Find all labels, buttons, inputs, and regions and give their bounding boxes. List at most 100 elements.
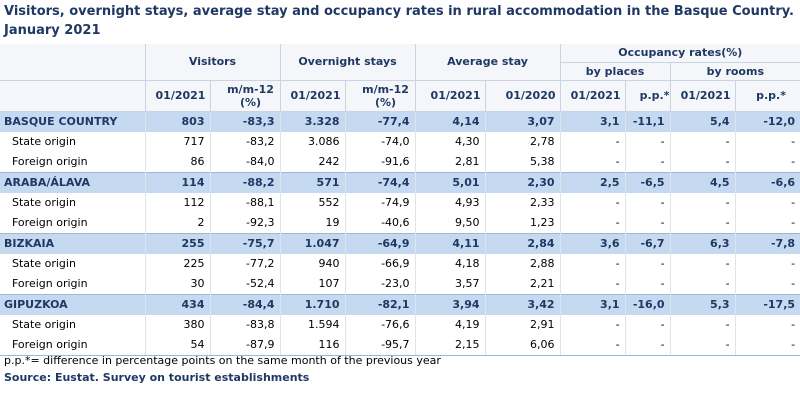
cell: - xyxy=(624,334,671,356)
cell: - xyxy=(669,314,736,335)
cell: 2,84 xyxy=(484,232,561,254)
cell: 54 xyxy=(144,334,210,356)
column-header: 01/2021 xyxy=(669,80,736,112)
cell: 571 xyxy=(279,171,346,193)
cell: - xyxy=(669,212,736,233)
cell: 30 xyxy=(144,273,210,294)
column-header-text: 01/2021 xyxy=(155,89,206,102)
cell: 2,78 xyxy=(484,131,561,152)
row-label: BIZKAIA xyxy=(0,232,145,254)
cell: - xyxy=(669,253,736,274)
cell: 1.710 xyxy=(279,293,346,315)
cell: - xyxy=(559,253,626,274)
cell: -40,6 xyxy=(344,212,416,233)
cell: - xyxy=(669,151,736,172)
cell: - xyxy=(559,131,626,152)
cell: 1.047 xyxy=(279,232,346,254)
cell: - xyxy=(734,212,800,233)
cell: 6,3 xyxy=(669,232,736,254)
cell: 5,3 xyxy=(669,293,736,315)
cell: - xyxy=(624,273,671,294)
sub-header: by rooms xyxy=(669,62,800,81)
column-header: m/m-12 (%) xyxy=(344,80,416,112)
cell: 717 xyxy=(144,131,210,152)
row-label: BASQUE COUNTRY xyxy=(0,110,145,132)
cell: 1,23 xyxy=(484,212,561,233)
cell: 114 xyxy=(144,171,210,193)
cell: 1.594 xyxy=(279,314,346,335)
row-label: State origin xyxy=(12,318,76,331)
row-label: State origin xyxy=(12,257,76,270)
cell: - xyxy=(734,151,800,172)
cell: 803 xyxy=(144,110,210,132)
cell: 2,30 xyxy=(484,171,561,193)
cell: - xyxy=(734,192,800,213)
column-header-text: p.p.* xyxy=(639,89,670,102)
region-row: BIZKAIA 255 -75,7 1.047 -64,9 4,11 2,84 3,6 -6,7… xyxy=(0,232,800,254)
cell: -88,2 xyxy=(209,171,281,193)
cell: -23,0 xyxy=(344,273,416,294)
cell: 4,30 xyxy=(414,131,486,152)
column-header-text: m/m-12 (%) xyxy=(227,82,274,109)
group-header: Average stay xyxy=(414,44,561,81)
cell: 2,88 xyxy=(484,253,561,274)
cell: - xyxy=(669,192,736,213)
cell: 6,06 xyxy=(484,334,561,356)
source: Source: Eustat. Survey on tourist establ… xyxy=(4,371,310,384)
column-header-text: 01/2021 xyxy=(290,89,341,102)
cell: 225 xyxy=(144,253,210,274)
cell: - xyxy=(734,273,800,294)
group-header: Occupancy rates(%) xyxy=(559,44,800,63)
cell: 4,18 xyxy=(414,253,486,274)
cell: 4,5 xyxy=(669,171,736,193)
column-header-text: 01/2021 xyxy=(570,89,621,102)
cell: - xyxy=(559,334,626,356)
row: Foreign origin 54 -87,9 116 -95,7 2,15 6,06- - -… xyxy=(0,334,800,356)
cell: - xyxy=(734,314,800,335)
cell: 2,33 xyxy=(484,192,561,213)
cell: 380 xyxy=(144,314,210,335)
row-label: GIPUZKOA xyxy=(0,293,145,315)
cell: - xyxy=(624,253,671,274)
column-header: p.p.* xyxy=(734,80,800,112)
cell: 3.086 xyxy=(279,131,346,152)
cell: - xyxy=(624,131,671,152)
region-row: ARABA/ÁLAVA 114 -88,2 571 -74,4 5,01 2,30 2,5 -6… xyxy=(0,171,800,193)
row-label: Foreign origin xyxy=(12,216,88,229)
cell: 4,19 xyxy=(414,314,486,335)
cell: 3,94 xyxy=(414,293,486,315)
cell: -6,6 xyxy=(734,171,800,193)
cell: 5,38 xyxy=(484,151,561,172)
row: State origin 112 -88,1 552 -74,9 4,93 2,33- - - - xyxy=(0,192,800,213)
cell: 2 xyxy=(144,212,210,233)
cell: -83,3 xyxy=(209,110,281,132)
cell: 116 xyxy=(279,334,346,356)
cell: 86 xyxy=(144,151,210,172)
row: Foreign origin 2 -92,3 19 -40,6 9,50 1,23- - - - xyxy=(0,212,800,233)
cell: 2,21 xyxy=(484,273,561,294)
column-header-text: 01/2021 xyxy=(680,89,731,102)
cell: -84,4 xyxy=(209,293,281,315)
cell: 552 xyxy=(279,192,346,213)
cell: -17,5 xyxy=(734,293,800,315)
cell: 2,5 xyxy=(559,171,626,193)
row-label: State origin xyxy=(12,135,76,148)
cell: -83,8 xyxy=(209,314,281,335)
row-label: Foreign origin xyxy=(12,277,88,290)
column-header: 01/2020 xyxy=(484,80,561,112)
sub-header: by places xyxy=(559,62,671,81)
cell: -83,2 xyxy=(209,131,281,152)
row-label: Foreign origin xyxy=(12,155,88,168)
cell: - xyxy=(559,151,626,172)
cell: -64,9 xyxy=(344,232,416,254)
cell: 3,6 xyxy=(559,232,626,254)
row: Foreign origin 86 -84,0 242 -91,6 2,81 5,38- - -… xyxy=(0,151,800,172)
cell: 2,81 xyxy=(414,151,486,172)
column-header: 01/2021 xyxy=(144,80,210,112)
cell: 3,57 xyxy=(414,273,486,294)
cell: 3,07 xyxy=(484,110,561,132)
cell: - xyxy=(559,192,626,213)
row-label: ARABA/ÁLAVA xyxy=(0,171,145,193)
cell: -6,5 xyxy=(624,171,671,193)
cell: -82,1 xyxy=(344,293,416,315)
